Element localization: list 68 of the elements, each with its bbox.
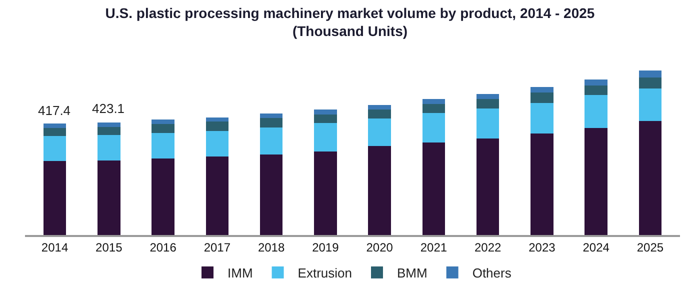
bar <box>530 103 554 134</box>
x-tick-label: 2018 <box>258 240 285 254</box>
x-tick-label: 2016 <box>150 240 177 254</box>
bar <box>530 92 554 104</box>
bar <box>584 95 608 128</box>
x-tick-label: 2023 <box>528 240 556 254</box>
bar <box>530 133 554 235</box>
bar <box>476 108 500 138</box>
chart-title: U.S. plastic processing machinery market volume by product, 2014 - 2025 <box>105 5 595 21</box>
bar <box>368 146 391 235</box>
x-tick-label: 2025 <box>636 240 664 254</box>
bar <box>43 136 66 162</box>
bar <box>98 126 120 136</box>
bar <box>368 105 391 110</box>
bar <box>206 156 229 235</box>
bar <box>260 113 283 118</box>
bar <box>584 80 608 86</box>
bar <box>422 104 446 114</box>
bar <box>422 113 446 142</box>
legend-label: Others <box>472 266 512 281</box>
bar <box>584 128 608 235</box>
bar <box>530 86 554 93</box>
bar <box>206 130 229 157</box>
bar <box>584 85 608 96</box>
x-tick-label: 2022 <box>474 240 502 254</box>
x-tick-label: 2014 <box>41 240 68 254</box>
bar <box>368 118 391 146</box>
bar <box>638 120 662 235</box>
x-tick-label: 2024 <box>582 240 610 254</box>
bar <box>206 122 229 131</box>
bar <box>98 122 120 127</box>
bar <box>260 128 283 154</box>
bar <box>260 118 283 128</box>
x-tick-label: 2017 <box>204 240 231 254</box>
bar <box>152 120 174 124</box>
x-tick-label: 2015 <box>96 240 123 254</box>
bar <box>638 88 662 121</box>
bar <box>260 154 283 235</box>
legend-label: Extrusion <box>298 266 352 281</box>
bar <box>422 142 446 235</box>
bar <box>206 117 229 122</box>
chart-subtitle: (Thousand Units) <box>292 23 408 40</box>
bar <box>638 70 662 78</box>
bar <box>43 161 66 235</box>
legend-label: IMM <box>228 266 253 281</box>
bar <box>476 138 500 235</box>
bar <box>314 152 337 235</box>
bar <box>638 77 662 89</box>
legend-label: BMM <box>396 266 428 281</box>
x-tick-label: 2020 <box>366 240 394 254</box>
bar <box>152 133 174 159</box>
bar <box>152 158 174 235</box>
bar <box>314 123 337 152</box>
bar <box>43 128 66 136</box>
bar <box>152 124 174 134</box>
x-tick-label: 2021 <box>420 240 448 254</box>
x-tick-label: 2019 <box>312 240 340 254</box>
bar <box>368 109 391 119</box>
bar <box>43 124 66 128</box>
bar <box>98 135 120 161</box>
bar <box>314 114 337 124</box>
bar <box>422 98 446 104</box>
bar <box>314 109 337 115</box>
bar <box>98 160 120 235</box>
bar <box>476 98 500 108</box>
annotation: 423.1 <box>92 101 125 116</box>
bar <box>476 94 500 99</box>
annotation: 417.4 <box>38 103 71 118</box>
